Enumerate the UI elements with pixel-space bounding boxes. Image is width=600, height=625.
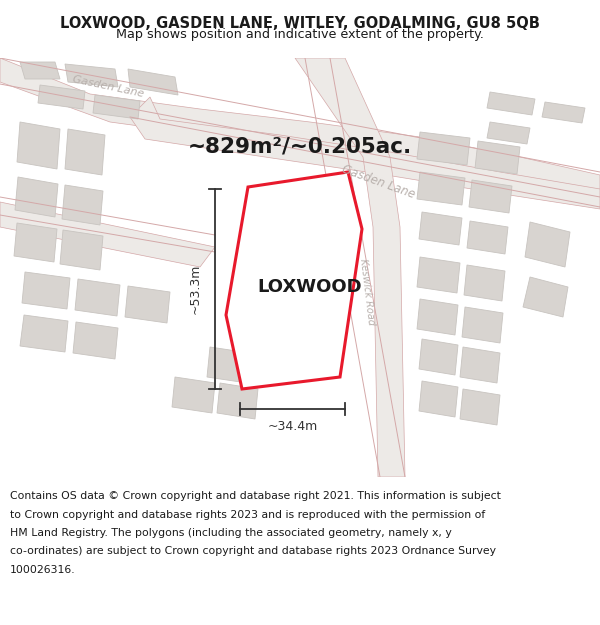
Text: Contains OS data © Crown copyright and database right 2021. This information is : Contains OS data © Crown copyright and d… <box>10 491 501 501</box>
Polygon shape <box>207 347 250 383</box>
Text: ~829m²/~0.205ac.: ~829m²/~0.205ac. <box>188 137 412 157</box>
Text: HM Land Registry. The polygons (including the associated geometry, namely x, y: HM Land Registry. The polygons (includin… <box>10 528 452 538</box>
Polygon shape <box>65 129 105 175</box>
Text: co-ordinates) are subject to Crown copyright and database rights 2023 Ordnance S: co-ordinates) are subject to Crown copyr… <box>10 546 496 556</box>
Polygon shape <box>65 64 118 87</box>
Text: to Crown copyright and database rights 2023 and is reproduced with the permissio: to Crown copyright and database rights 2… <box>10 509 485 519</box>
Polygon shape <box>417 257 460 293</box>
Polygon shape <box>417 172 465 205</box>
Polygon shape <box>60 230 103 270</box>
Polygon shape <box>467 221 508 254</box>
Polygon shape <box>125 286 170 323</box>
Polygon shape <box>15 177 58 217</box>
Polygon shape <box>523 277 568 317</box>
Polygon shape <box>62 185 103 225</box>
Text: Gasden Lane: Gasden Lane <box>72 74 145 99</box>
Polygon shape <box>464 265 505 301</box>
Polygon shape <box>217 383 258 419</box>
Polygon shape <box>460 389 500 425</box>
Polygon shape <box>419 339 458 375</box>
Text: ~34.4m: ~34.4m <box>268 421 317 434</box>
Text: Keswick Road: Keswick Road <box>358 258 376 326</box>
Polygon shape <box>75 279 120 316</box>
Polygon shape <box>419 381 458 417</box>
Polygon shape <box>417 299 458 335</box>
Polygon shape <box>93 95 140 119</box>
Polygon shape <box>22 272 70 309</box>
Text: ~53.3m: ~53.3m <box>188 264 202 314</box>
Polygon shape <box>38 85 85 109</box>
Polygon shape <box>128 69 178 95</box>
Polygon shape <box>0 202 215 267</box>
Polygon shape <box>0 58 600 197</box>
Polygon shape <box>226 172 362 389</box>
Polygon shape <box>417 132 470 165</box>
Polygon shape <box>20 315 68 352</box>
Polygon shape <box>295 58 405 477</box>
Polygon shape <box>17 122 60 169</box>
Text: Map shows position and indicative extent of the property.: Map shows position and indicative extent… <box>116 28 484 41</box>
Polygon shape <box>14 223 57 262</box>
Polygon shape <box>487 92 535 115</box>
Polygon shape <box>525 222 570 267</box>
Text: LOXWOOD: LOXWOOD <box>257 278 362 296</box>
Polygon shape <box>73 322 118 359</box>
Text: LOXWOOD, GASDEN LANE, WITLEY, GODALMING, GU8 5QB: LOXWOOD, GASDEN LANE, WITLEY, GODALMING,… <box>60 16 540 31</box>
Polygon shape <box>542 102 585 123</box>
Polygon shape <box>460 347 500 383</box>
Polygon shape <box>20 62 60 79</box>
Polygon shape <box>462 307 503 343</box>
Text: Gasden Lane: Gasden Lane <box>340 162 417 201</box>
Text: 100026316.: 100026316. <box>10 565 76 575</box>
Polygon shape <box>487 122 530 144</box>
Polygon shape <box>172 377 215 413</box>
Polygon shape <box>475 141 520 174</box>
Polygon shape <box>469 180 512 213</box>
Polygon shape <box>130 97 600 209</box>
Polygon shape <box>419 212 462 245</box>
